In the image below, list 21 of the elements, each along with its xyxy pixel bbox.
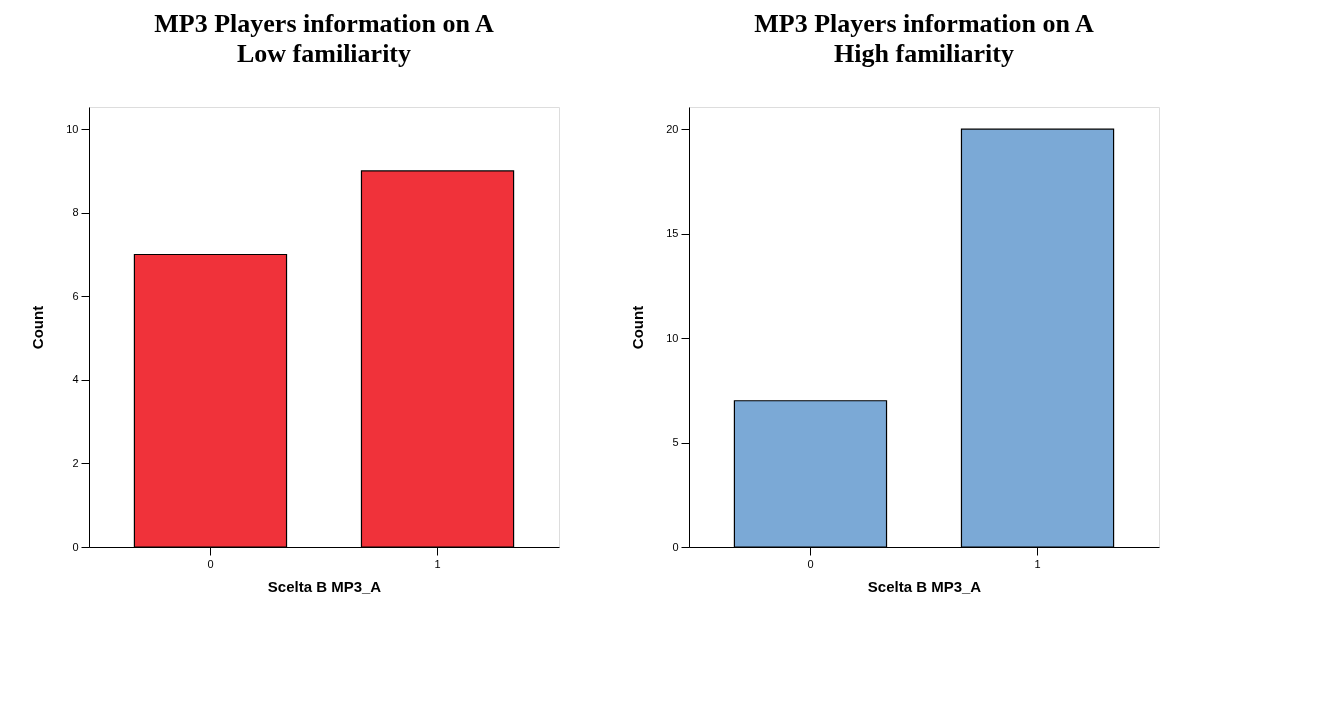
y-tick-label: 6: [72, 289, 79, 302]
chart-title: MP3 Players information on A Low familiarity: [154, 9, 494, 68]
y-tick-label: 8: [72, 206, 79, 219]
y-axis-title: Count: [629, 305, 647, 350]
x-tick-label: 1: [1034, 557, 1041, 570]
y-axis-title: Count: [29, 305, 47, 350]
y-tick-label: 10: [666, 331, 679, 344]
y-tick-label: 15: [666, 227, 679, 240]
y-tick-label: 0: [72, 540, 79, 553]
y-tick-label: 0: [672, 540, 679, 553]
y-tick-label: 10: [66, 122, 79, 135]
x-tick-label: 0: [207, 557, 214, 570]
chart-title: MP3 Players information on A High familiarity: [754, 9, 1094, 68]
x-axis-title: Scelta B MP3_A: [267, 577, 382, 595]
y-tick-label: 5: [672, 436, 679, 449]
y-tick-label: 2: [72, 456, 79, 469]
x-tick-label: 0: [807, 557, 814, 570]
x-tick-label: 1: [434, 557, 441, 570]
y-tick-label: 20: [666, 122, 679, 135]
y-tick-label: 4: [72, 373, 79, 386]
x-axis-title: Scelta B MP3_A: [867, 577, 982, 595]
